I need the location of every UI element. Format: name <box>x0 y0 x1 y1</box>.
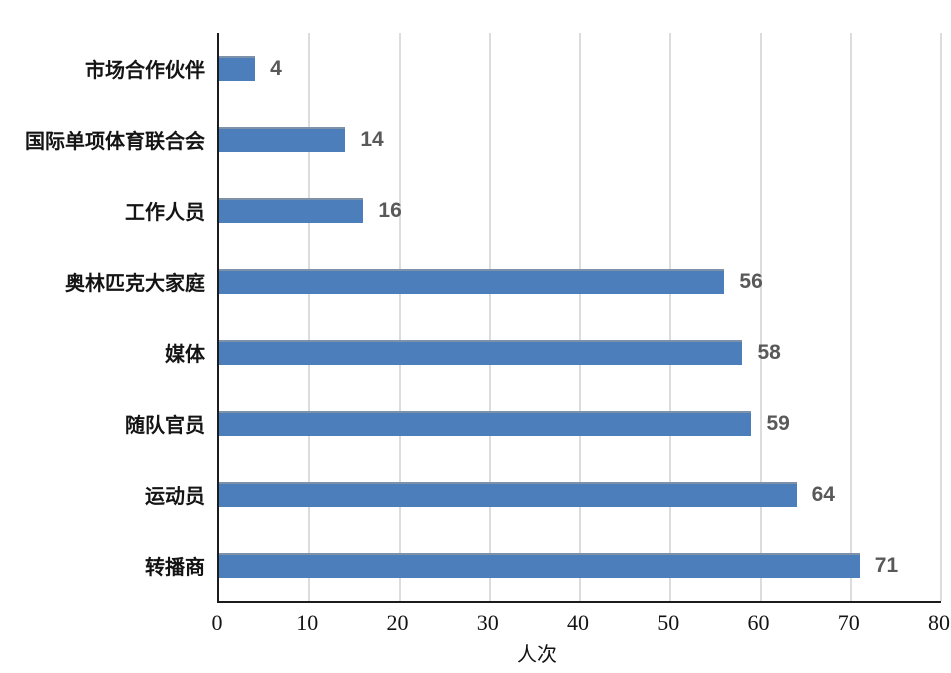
bar-value-label: 16 <box>378 199 402 222</box>
x-tick-label: 80 <box>928 610 950 635</box>
bar-row: 4 <box>219 33 941 104</box>
bar-value-label: 56 <box>739 270 763 293</box>
bar <box>219 340 743 365</box>
gridline <box>308 33 311 601</box>
x-tick-label: 50 <box>657 610 680 635</box>
x-tick-label: 60 <box>747 610 770 635</box>
bar-value-label: 58 <box>757 341 781 364</box>
gridline <box>398 33 401 601</box>
bar-row: 71 <box>219 530 941 601</box>
category-label: 市场合作伙伴 <box>85 60 205 82</box>
category-label: 工作人员 <box>125 202 205 224</box>
bar-row: 59 <box>219 388 941 459</box>
category-label: 随队官员 <box>125 415 205 437</box>
category-label: 运动员 <box>145 486 205 508</box>
bar-row: 64 <box>219 459 941 530</box>
bar <box>219 553 860 578</box>
gridlines <box>219 33 942 601</box>
gridline <box>759 33 762 601</box>
category-label: 媒体 <box>165 344 205 366</box>
x-axis-ticks: 0 10 20 30 40 50 60 70 80 <box>212 610 951 640</box>
x-tick-label: 30 <box>476 610 499 635</box>
category-label: 国际单项体育联合会 <box>25 131 205 153</box>
bar-value-label: 4 <box>270 57 282 80</box>
gridline <box>579 33 581 601</box>
bar-value-label: 64 <box>811 483 835 506</box>
gridline <box>849 33 852 601</box>
x-tick-label: 20 <box>386 610 409 635</box>
y-axis-labels: 市场合作伙伴国际单项体育联合会工作人员奥林匹克大家庭媒体随队官员运动员转播商 <box>0 33 205 601</box>
bar-row: 14 <box>219 104 941 175</box>
plot-area: 4 14 16 56 58 59 64 71 <box>217 33 942 603</box>
bar-value-label: 71 <box>874 554 899 577</box>
bar <box>219 198 364 223</box>
x-tick-label: 70 <box>837 610 860 635</box>
bar <box>219 482 797 507</box>
bar-row: 58 <box>219 317 941 388</box>
category-label: 奥林匹克大家庭 <box>65 273 205 295</box>
x-tick-label: 40 <box>567 610 589 635</box>
bar <box>219 269 725 294</box>
bar-row: 56 <box>219 246 941 317</box>
bar <box>219 411 752 436</box>
category-label: 转播商 <box>145 557 205 579</box>
gridline <box>940 33 942 601</box>
bar-value-label: 59 <box>766 412 790 435</box>
x-axis-title: 人次 <box>517 644 557 666</box>
gridline <box>488 33 491 601</box>
x-tick-label: 0 <box>211 610 223 635</box>
bar-value-label: 14 <box>360 128 384 151</box>
gridline <box>669 33 672 601</box>
bar <box>219 56 256 81</box>
bar-row: 16 <box>219 175 941 246</box>
bar <box>219 127 346 152</box>
x-tick-label: 10 <box>296 610 319 635</box>
bar-rows: 4 14 16 56 58 59 64 71 <box>219 33 941 601</box>
